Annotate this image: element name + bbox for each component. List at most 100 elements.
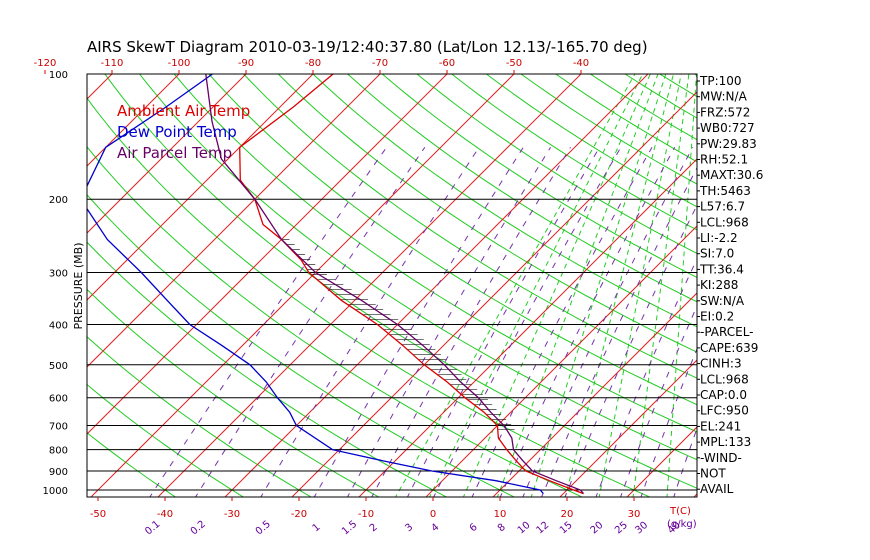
- dry-adiabat-line: [208, 74, 697, 406]
- mixing-ratio-line: [194, 147, 426, 497]
- bottom-temp-tick-label: 20: [561, 509, 574, 520]
- dry-adiabat-line: [659, 74, 697, 98]
- dry-adiabat-line: [139, 74, 697, 461]
- mixing-ratio-line: [260, 147, 480, 497]
- dry-adiabat-line: [243, 74, 697, 379]
- pressure-tick-label: 400: [49, 320, 68, 331]
- isotherm-line: [90, 74, 515, 497]
- top-temp-tick-label: -100: [168, 58, 191, 69]
- isotherm-line: [224, 74, 649, 497]
- top-temp-tick-label: -120: [34, 58, 57, 69]
- index-item: LCL:968: [700, 372, 749, 386]
- index-item: SW:N/A: [700, 294, 745, 308]
- dry-adiabat-line: [451, 74, 697, 231]
- top-temp-tick-label: -60: [439, 58, 455, 69]
- index-item: WB0:727: [700, 121, 755, 135]
- moist-adiabat-line: [632, 74, 690, 497]
- moist-adiabat-line: [598, 74, 682, 497]
- bottom-temp-tick-label: -40: [157, 509, 173, 520]
- mixing-ratio-tick-label: 8: [496, 522, 508, 535]
- mixing-ratio-tick-label: 4: [430, 522, 442, 535]
- dry-adiabat-line: [416, 74, 697, 255]
- dry-adiabat-line: [381, 74, 697, 279]
- top-temp-tick-label: -40: [573, 58, 589, 69]
- bottom-temp-tick-label: -20: [291, 509, 307, 520]
- mixing-ratio-line: [149, 147, 388, 497]
- bottom-temp-tick-label: 0: [430, 509, 436, 520]
- dry-adiabat-line: [312, 74, 697, 328]
- pressure-tick-label: 600: [49, 394, 68, 405]
- mixing-ratio-tick-label: 12: [534, 520, 551, 537]
- mixing-ratio-line: [346, 147, 552, 497]
- pressure-tick-label: 1000: [43, 486, 68, 497]
- index-item: AVAIL: [700, 482, 734, 496]
- mixing-ratio-line: [371, 147, 571, 497]
- index-item: NOT: [700, 467, 726, 481]
- mixing-ratio-line: [499, 147, 676, 497]
- mixing-ratio-tick-label: 0.5: [254, 519, 273, 538]
- mixing-ratio-tick-label: 10: [516, 520, 533, 537]
- dry-adiabat-line: [87, 288, 380, 497]
- moist-adiabat-line: [666, 74, 697, 497]
- isotherm-line: [358, 158, 697, 497]
- isotherm-line: [0, 74, 45, 499]
- mixing-ratio-line: [406, 147, 601, 497]
- index-item: KI:288: [700, 278, 738, 292]
- isotherm-line: [157, 74, 582, 497]
- mixing-ratio-unit-label: (g/kg): [667, 519, 697, 530]
- pressure-tick-label: 500: [49, 361, 68, 372]
- mixing-ratio-tick-label: 20: [589, 520, 606, 537]
- pressure-tick-label: 700: [49, 422, 68, 433]
- isotherm-line: [492, 292, 697, 497]
- pressure-tick-label: 800: [49, 446, 68, 457]
- dry-adiabat-line: [173, 74, 697, 433]
- mixing-ratio-line: [433, 147, 622, 497]
- index-item: CINH:3: [700, 357, 742, 371]
- top-temp-tick-label: -90: [238, 58, 254, 69]
- index-item: EI:0.2: [700, 310, 734, 324]
- isotherm-line: [759, 74, 870, 499]
- bottom-temp-tick-label: -10: [358, 509, 374, 520]
- index-item: LCL:968: [700, 215, 749, 229]
- isotherm-line: [87, 74, 247, 234]
- index-item: TH:5463: [699, 184, 751, 198]
- mixing-ratio-tick-label: 30: [633, 520, 650, 537]
- index-item: TP:100: [699, 74, 742, 88]
- index-item: -PARCEL-: [700, 325, 754, 339]
- legend: Ambient Air Temp Dew Point Temp Air Parcel…: [117, 102, 250, 162]
- mixing-ratio-tick-label: 0.2: [189, 519, 208, 538]
- parcel-temp-line: [205, 74, 584, 495]
- mixing-ratio-tick-label: 2: [368, 522, 380, 535]
- dry-adiabat-line: [87, 146, 584, 497]
- mixing-ratio-tick-label: 0.1: [143, 519, 162, 538]
- mixing-ratio-line: [471, 147, 653, 497]
- index-item: LI:-2.2: [700, 231, 738, 245]
- dry-adiabat-line: [87, 241, 448, 497]
- mixing-ratio-tick-label: 25: [613, 520, 630, 537]
- index-item: PW:29.83: [700, 137, 757, 151]
- bottom-temp-tick-label: -30: [224, 509, 240, 520]
- index-item: L57:6.7: [700, 200, 745, 214]
- isotherm-line: [291, 91, 697, 497]
- pressure-tick-label: 300: [49, 268, 68, 279]
- dry-adiabat-line: [87, 383, 245, 497]
- moist-adiabat-line: [530, 74, 667, 497]
- y-axis-label: PRESSURE (MB): [72, 243, 85, 330]
- moist-adiabat-line: [394, 74, 636, 497]
- profile-lines: [87, 74, 584, 495]
- bottom-temp-tick-label: -50: [90, 509, 106, 520]
- mixing-ratio-tick-label: 6: [468, 522, 480, 535]
- top-temp-tick-label: -80: [305, 58, 321, 69]
- reference-lines: [0, 74, 870, 499]
- top-temp-tick-label: -50: [506, 58, 522, 69]
- moist-adiabat-line: [428, 74, 644, 497]
- x-axis-label: T(C): [669, 506, 691, 517]
- index-item: CAPE:639: [700, 341, 758, 355]
- mixing-ratio-line: [541, 166, 697, 497]
- bottom-temp-tick-label: 10: [494, 509, 507, 520]
- index-item: CAP:0.0: [700, 388, 747, 402]
- index-item: MPL:133: [700, 435, 751, 449]
- dry-adiabat-line: [277, 74, 697, 353]
- isotherm-line: [87, 74, 448, 435]
- isotherm-line: [87, 74, 180, 167]
